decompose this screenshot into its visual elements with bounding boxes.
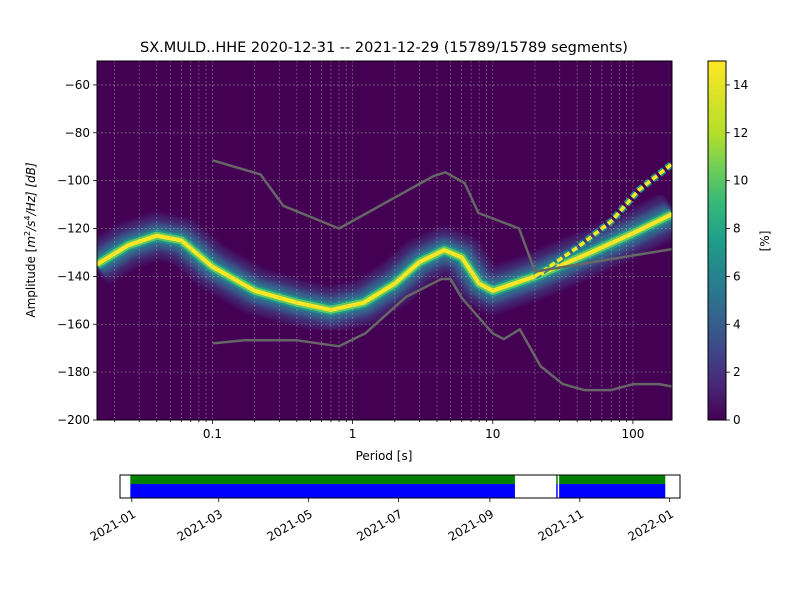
colorbar: 0 2 4 6 8 10 12 14 [%]	[707, 60, 772, 427]
coverage-data-bar	[556, 484, 558, 498]
y-tick-label: −80	[65, 126, 90, 140]
y-axis-label: Amplitude [m2/s4/Hz] [dB]	[23, 162, 38, 318]
psd-plot: 0.1 1 10 100 −60 −80 −100 −120 −140 −160 −180 −200…	[23, 40, 673, 463]
timeline-tick-label: 2022-01	[626, 507, 676, 544]
y-axis-ticks: −60 −80 −100 −120 −140 −160 −180 −200	[57, 78, 97, 427]
timeline-tick-label: 2021-11	[536, 507, 586, 544]
x-tick-label: 100	[621, 427, 644, 441]
x-tick-label: 1	[349, 427, 357, 441]
coverage-data-bar	[559, 484, 568, 498]
coverage-data-bar	[568, 484, 666, 498]
coverage-used-bar	[568, 475, 666, 484]
coverage-data-bar	[130, 484, 515, 498]
colorbar-label: [%]	[758, 231, 772, 252]
timeline-tick-label: 2021-05	[265, 507, 315, 544]
coverage-timeline: 2021-01 2021-03 2021-05 2021-07 2021-09 2021-…	[88, 474, 681, 544]
noise-model-nlnm-line	[212, 277, 672, 392]
psd-density	[97, 161, 672, 332]
y-tick-label: −100	[57, 174, 90, 188]
coverage-used-bar	[130, 475, 515, 484]
coverage-used-bar	[559, 475, 568, 484]
colorbar-tick-label: 4	[733, 317, 741, 331]
coverage-bars	[130, 475, 666, 498]
colorbar-ticks: 0 2 4 6 8 10 12 14	[726, 78, 748, 427]
colorbar-tick-label: 0	[733, 413, 741, 427]
x-tick-label: 10	[485, 427, 500, 441]
colorbar-tick-label: 14	[733, 78, 748, 92]
y-tick-label: −60	[65, 78, 90, 92]
noise-models	[212, 159, 672, 392]
timeline-tick-label: 2021-03	[175, 507, 225, 544]
timeline-frame	[119, 474, 681, 499]
colorbar-tick-label: 2	[733, 365, 741, 379]
colorbar-gradient	[707, 60, 727, 421]
timeline-tick-label: 2021-01	[88, 507, 138, 544]
x-tick-label: 0.1	[203, 427, 222, 441]
timeline-tick-label: 2021-09	[446, 507, 496, 544]
y-tick-label: −180	[57, 365, 90, 379]
colorbar-tick-label: 6	[733, 269, 741, 283]
colorbar-tick-label: 8	[733, 222, 741, 236]
coverage-used-bar	[556, 475, 558, 484]
y-tick-label: −160	[57, 317, 90, 331]
y-tick-label: −140	[57, 269, 90, 283]
chart-title: SX.MULD..HHE 2020-12-31 -- 2021-12-29 (1…	[140, 40, 628, 56]
x-axis-ticks: 0.1 1 10 100	[114, 420, 644, 441]
x-axis-label: Period [s]	[356, 449, 413, 463]
colorbar-tick-label: 12	[733, 126, 748, 140]
timeline-ticks: 2021-01 2021-03 2021-05 2021-07 2021-09 2021-…	[88, 498, 676, 544]
y-tick-label: −120	[57, 222, 90, 236]
colorbar-tick-label: 10	[733, 174, 748, 188]
noise-model-nhnm-line	[212, 159, 672, 273]
y-tick-label: −200	[57, 413, 90, 427]
timeline-tick-label: 2021-07	[354, 507, 404, 544]
plot-frame	[96, 60, 673, 421]
